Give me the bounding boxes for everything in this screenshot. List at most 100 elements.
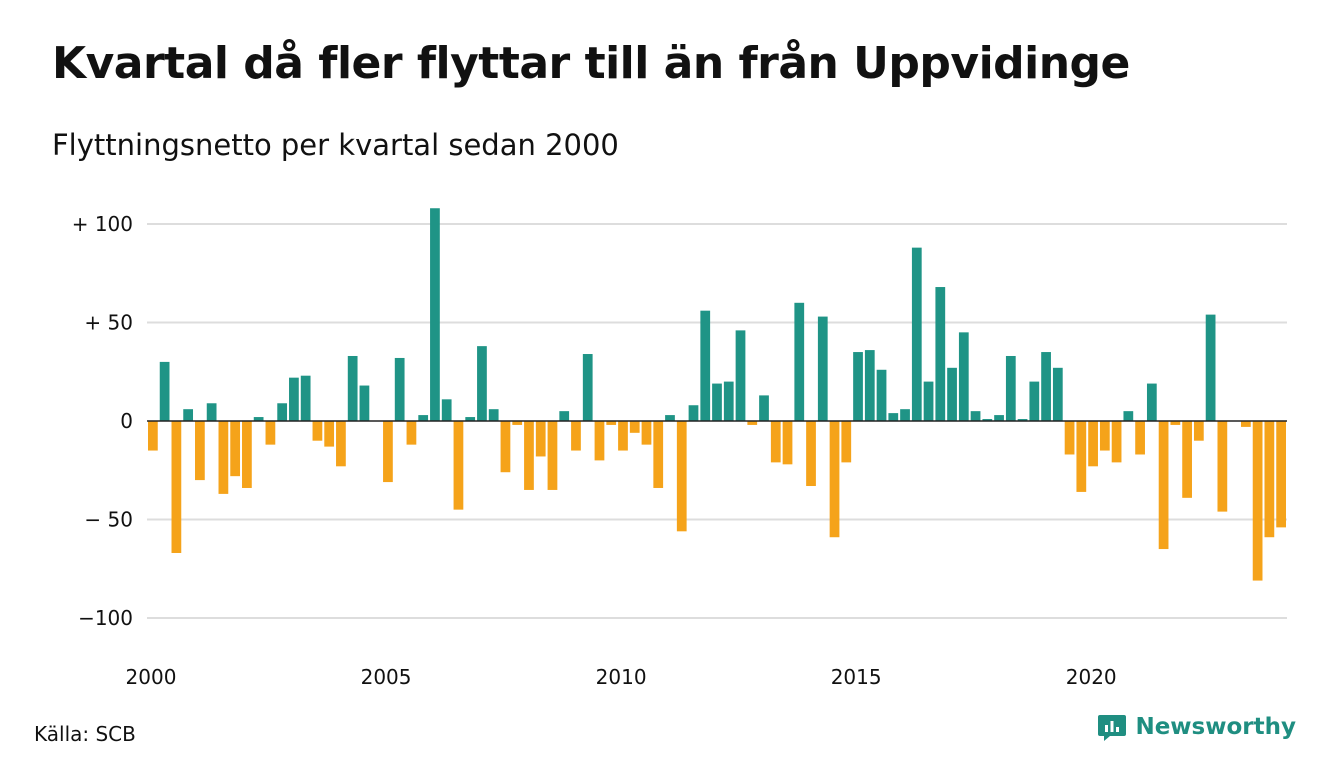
- bar-2023-q2: [1240, 421, 1251, 427]
- bar-2006-q2: [441, 399, 452, 421]
- bar-2017-q1: [947, 367, 957, 421]
- bar-2013-q2: [770, 421, 781, 463]
- bar-2003-q1: [289, 377, 299, 421]
- bar-2013-q1: [759, 395, 769, 421]
- bar-2002-q1: [242, 421, 252, 488]
- bar-2000-q3: [171, 421, 182, 553]
- bar-2019-q2: [1052, 367, 1063, 421]
- bar-2021-q1: [1135, 421, 1145, 455]
- bar-2008-q3: [547, 421, 558, 490]
- bar-2008-q1: [524, 421, 534, 490]
- chart-subtitle: Flyttningsnetto per kvartal sedan 2000: [52, 128, 619, 162]
- bar-2015-q3: [876, 369, 887, 421]
- bar-2012-q2: [723, 381, 734, 421]
- bar-2012-q4: [747, 421, 758, 425]
- x-tick-label: 2010: [596, 665, 647, 689]
- bar-2014-q3: [829, 421, 840, 538]
- x-tick-label: 2020: [1066, 665, 1117, 689]
- bar-2020-q1: [1088, 421, 1098, 467]
- bar-2009-q4: [606, 421, 617, 425]
- bar-2010-q1: [618, 421, 628, 451]
- x-tick-label: 2015: [831, 665, 882, 689]
- bar-2018-q3: [1017, 419, 1028, 421]
- bar-2020-q4: [1123, 411, 1134, 421]
- bar-2020-q2: [1099, 421, 1110, 451]
- bar-2016-q1: [900, 409, 910, 421]
- bar-2021-q2: [1146, 383, 1157, 421]
- bar-2022-q4: [1217, 421, 1228, 512]
- bar-2010-q4: [653, 421, 664, 488]
- bar-2014-q4: [841, 421, 852, 463]
- bar-2014-q2: [817, 316, 828, 421]
- brand-name: Newsworthy: [1135, 714, 1296, 740]
- bar-2000-q4: [183, 409, 194, 421]
- bar-2013-q3: [782, 421, 793, 465]
- bar-2002-q2: [253, 417, 264, 421]
- bar-2019-q1: [1041, 352, 1051, 421]
- bar-2007-q3: [500, 421, 511, 473]
- bar-2007-q4: [512, 421, 523, 425]
- bar-2019-q3: [1064, 421, 1075, 455]
- bar-2002-q4: [277, 403, 288, 421]
- y-tick-label: 0: [120, 409, 133, 433]
- y-axis-ticks: + 100 + 50 0 − 50 −100: [72, 212, 133, 630]
- bar-2011-q2: [676, 421, 687, 532]
- bar-2017-q2: [958, 332, 969, 421]
- newsworthy-logo[interactable]: Newsworthy: [1097, 712, 1296, 742]
- bar-2005-q3: [406, 421, 417, 445]
- bar-2020-q3: [1111, 421, 1122, 463]
- source-note: Källa: SCB: [34, 722, 136, 746]
- bar-2012-q1: [712, 383, 722, 421]
- bar-2005-q2: [394, 357, 405, 421]
- bar-2002-q3: [265, 421, 276, 445]
- bar-2009-q2: [582, 354, 593, 421]
- bar-2016-q2: [911, 247, 922, 421]
- bar-2004-q3: [359, 385, 370, 421]
- bar-2008-q2: [535, 421, 546, 457]
- bar-chart: + 100 + 50 0 − 50 −100 2000 2005 2010 2015 2020: [72, 208, 1287, 689]
- bar-2015-q2: [864, 350, 875, 421]
- bar-2001-q4: [230, 421, 241, 477]
- bar-2021-q3: [1158, 421, 1169, 550]
- chart-title: Kvartal då fler flyttar till än från Upp…: [52, 38, 1130, 89]
- bar-2017-q3: [970, 411, 981, 421]
- x-tick-label: 2000: [126, 665, 177, 689]
- bar-2006-q3: [453, 421, 464, 510]
- bar-2009-q1: [571, 421, 581, 451]
- bar-2022-q3: [1205, 314, 1216, 421]
- bar-2006-q4: [465, 417, 476, 421]
- bar-2013-q4: [794, 302, 805, 421]
- bar-2018-q4: [1029, 381, 1040, 421]
- bar-2015-q1: [853, 352, 863, 421]
- bar-2022-q1: [1182, 421, 1192, 498]
- bar-2010-q3: [641, 421, 652, 445]
- bar-2024-q1: [1276, 421, 1286, 528]
- bar-2005-q4: [418, 415, 429, 421]
- x-axis-ticks: 2000 2005 2010 2015 2020: [126, 665, 1117, 689]
- bar-2003-q4: [324, 421, 335, 447]
- bar-2022-q2: [1193, 421, 1204, 441]
- bar-2010-q2: [629, 421, 640, 433]
- bar-2005-q1: [383, 421, 393, 483]
- bar-2018-q1: [994, 415, 1004, 421]
- bar-2011-q3: [688, 405, 699, 421]
- y-tick-label: −100: [78, 606, 133, 630]
- bar-2009-q3: [594, 421, 605, 461]
- bar-2021-q4: [1170, 421, 1181, 425]
- bar-2012-q3: [735, 330, 746, 421]
- bar-2004-q2: [347, 355, 358, 421]
- bar-2001-q3: [218, 421, 229, 494]
- bar-2000-q1: [148, 421, 158, 451]
- gridlines: [147, 223, 1287, 619]
- bar-2015-q4: [888, 413, 899, 421]
- y-tick-label: + 100: [72, 212, 133, 236]
- bar-2000-q2: [159, 361, 170, 421]
- y-tick-label: + 50: [84, 311, 133, 335]
- bar-2016-q3: [923, 381, 934, 421]
- y-tick-label: − 50: [84, 508, 133, 532]
- bar-2018-q2: [1005, 355, 1016, 421]
- bar-2016-q4: [935, 287, 946, 421]
- bar-2008-q4: [559, 411, 570, 421]
- bar-2007-q2: [488, 409, 499, 421]
- bar-2006-q1: [430, 208, 440, 421]
